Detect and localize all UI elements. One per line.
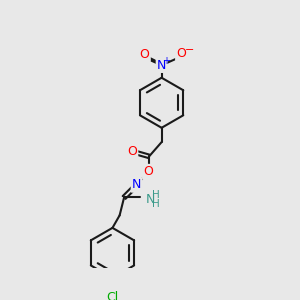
Text: N: N (132, 178, 141, 191)
Text: Cl: Cl (106, 291, 118, 300)
Text: O: O (143, 165, 153, 178)
Text: O: O (176, 47, 186, 60)
Text: O: O (140, 48, 150, 61)
Text: H: H (152, 190, 160, 200)
Text: −: − (184, 45, 194, 55)
Text: N: N (157, 59, 166, 72)
Text: O: O (127, 145, 137, 158)
Text: H: H (152, 199, 160, 209)
Text: +: + (162, 56, 170, 66)
Text: N: N (146, 193, 156, 206)
